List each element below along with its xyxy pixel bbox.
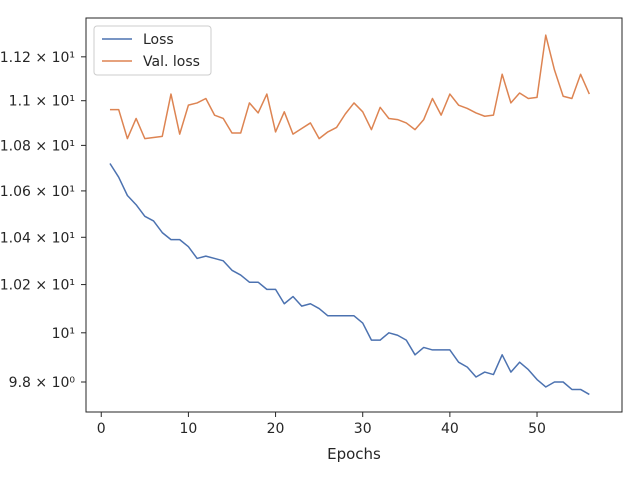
y-tick-label: 1.08 × 10¹ bbox=[0, 138, 75, 154]
x-tick-label: 30 bbox=[354, 421, 372, 437]
x-tick-label: 50 bbox=[528, 421, 546, 437]
y-tick-label: 1.1 × 10¹ bbox=[9, 94, 75, 110]
x-tick-label: 40 bbox=[441, 421, 459, 437]
plot-area bbox=[86, 18, 622, 412]
x-axis: 0 10 20 30 40 50 bbox=[97, 412, 546, 437]
y-tick-label: 9.8 × 10⁰ bbox=[9, 375, 76, 391]
y-axis: 9.8 × 10⁰ 10¹ 1.02 × 10¹ 1.04 × 10¹ 1.06 × 1… bbox=[0, 50, 86, 391]
y-tick-label: 1.02 × 10¹ bbox=[0, 278, 75, 294]
plot-frame bbox=[85, 17, 623, 413]
x-tick-label: 0 bbox=[97, 421, 106, 437]
legend-label-val-loss: Val. loss bbox=[143, 54, 200, 70]
x-axis-title: Epochs bbox=[327, 445, 381, 463]
legend: Loss Val. loss bbox=[93, 25, 212, 76]
y-tick-label: 1.06 × 10¹ bbox=[0, 184, 75, 200]
y-tick-label: 1.12 × 10¹ bbox=[0, 50, 75, 66]
y-tick-label: 10¹ bbox=[52, 326, 75, 342]
series-layer bbox=[109, 34, 591, 396]
x-tick-label: 10 bbox=[179, 421, 197, 437]
y-tick-label: 1.04 × 10¹ bbox=[0, 230, 75, 246]
series-line-loss bbox=[109, 163, 590, 396]
series-line-val-loss bbox=[109, 34, 591, 140]
x-tick-label: 20 bbox=[267, 421, 285, 437]
legend-label-loss: Loss bbox=[143, 32, 174, 48]
